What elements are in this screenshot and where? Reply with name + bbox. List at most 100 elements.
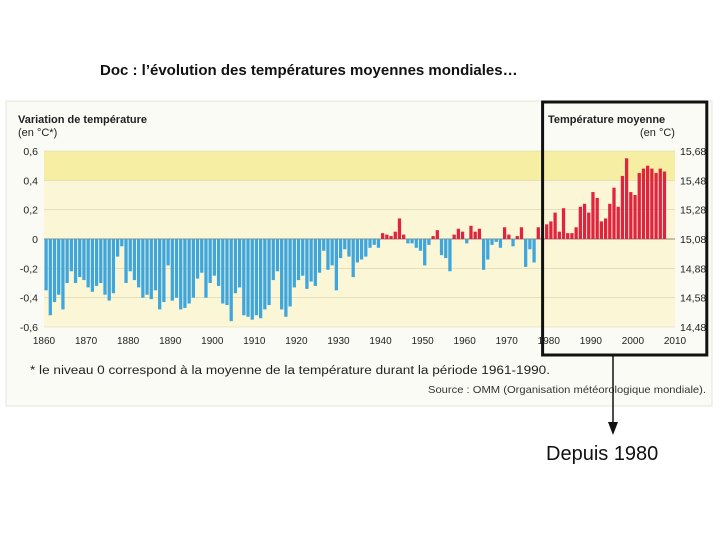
bar-1872 (94, 239, 99, 286)
bar-1972 (515, 236, 519, 239)
bar-1924 (313, 239, 317, 286)
bar-1943 (393, 231, 397, 239)
x-tick-label: 1960 (454, 336, 477, 347)
bar-1974 (524, 239, 528, 267)
bar-1870 (86, 239, 90, 288)
bar-1911 (259, 239, 263, 319)
bar-1904 (229, 239, 233, 322)
left-tick-label: 0,6 (23, 146, 38, 158)
bar-1927 (326, 239, 330, 270)
bar-1925 (317, 239, 322, 273)
bar-1922 (305, 239, 309, 289)
bar-1910 (254, 239, 259, 316)
bar-1944 (397, 218, 402, 239)
bar-1958 (456, 228, 460, 239)
bar-1957 (452, 234, 456, 239)
bar-2005 (654, 173, 658, 239)
bar-1948 (414, 239, 418, 248)
band-1 (44, 180, 675, 210)
bar-1865 (65, 239, 69, 283)
bar-1887 (158, 239, 162, 310)
bar-1867 (73, 239, 78, 283)
bar-1915 (275, 239, 280, 272)
bar-1976 (532, 239, 536, 263)
bar-1902 (221, 239, 225, 304)
left-tick-label: 0,2 (23, 205, 38, 217)
bar-1866 (69, 239, 73, 272)
bar-1946 (406, 239, 410, 244)
bar-1885 (149, 239, 153, 300)
bar-1998 (624, 158, 629, 239)
bar-1918 (288, 239, 292, 307)
bar-1989 (587, 212, 591, 239)
x-tick-label: 1930 (327, 336, 350, 347)
bar-1886 (153, 239, 158, 291)
bar-1984 (566, 233, 570, 239)
bar-1949 (418, 239, 423, 251)
right-tick-label: 14,88 (680, 263, 706, 275)
bar-1983 (561, 208, 566, 239)
bar-1921 (301, 239, 305, 276)
bar-1899 (208, 239, 212, 283)
bar-1890 (170, 239, 174, 301)
x-tick-label: 1950 (411, 336, 434, 347)
left-axis-ticks: 0,6 0,4 0,2 0 -0,2 -0,4 -0,6 (20, 146, 38, 334)
chart-source: Source : OMM (Organisation météorologiqu… (428, 384, 706, 396)
bar-1916 (280, 239, 284, 310)
right-tick-label: 14,48 (680, 322, 706, 334)
bar-1980 (549, 221, 553, 239)
bar-1981 (553, 212, 557, 239)
x-axis-ticks: 1860 1870 1880 1890 1900 1910 1920 1930 1940 1950… (33, 336, 687, 347)
x-tick-label: 2010 (664, 336, 687, 347)
left-axis-unit: (en °C*) (18, 127, 57, 139)
bar-1913 (267, 239, 271, 305)
bar-2001 (637, 173, 641, 239)
bar-1991 (595, 197, 599, 239)
bar-1923 (309, 239, 313, 282)
left-tick-label: -0,2 (20, 263, 38, 275)
bar-1971 (511, 239, 515, 247)
bar-1900 (212, 239, 217, 276)
bar-1864 (61, 239, 65, 310)
bar-1901 (216, 239, 221, 286)
bar-1893 (183, 239, 187, 308)
bar-1928 (330, 239, 334, 266)
right-tick-label: 14,58 (680, 293, 706, 305)
bar-1951 (427, 239, 431, 245)
bar-1874 (103, 239, 107, 295)
bar-2002 (641, 168, 646, 239)
x-tick-label: 1880 (117, 336, 140, 347)
bar-1997 (620, 175, 625, 239)
x-tick-label: 1860 (33, 336, 56, 347)
bar-1939 (376, 239, 381, 248)
bar-1884 (145, 239, 149, 295)
right-axis-unit: (en °C) (640, 127, 675, 139)
bar-1876 (111, 239, 116, 294)
bar-1888 (162, 239, 166, 303)
bar-1906 (237, 239, 242, 288)
bar-1965 (486, 239, 490, 260)
callout-label: Depuis 1980 (546, 443, 659, 465)
bar-1945 (402, 234, 406, 239)
left-tick-label: 0,4 (23, 175, 38, 187)
bar-1879 (124, 239, 128, 283)
bar-1990 (591, 192, 595, 239)
bar-1909 (250, 239, 254, 320)
bar-1959 (460, 231, 465, 239)
bar-1926 (322, 239, 326, 251)
bar-1956 (448, 239, 452, 272)
x-tick-label: 1970 (496, 336, 519, 347)
left-tick-label: 0 (32, 234, 38, 246)
bar-1869 (82, 239, 86, 281)
bar-1878 (120, 239, 124, 247)
right-axis-title: Température moyenne (548, 114, 665, 126)
right-tick-label: 15,68 (680, 146, 706, 158)
bar-1994 (608, 203, 612, 239)
bar-1934 (355, 239, 360, 263)
bar-1898 (204, 239, 208, 298)
bar-1954 (439, 239, 444, 256)
bar-1875 (107, 239, 111, 301)
left-tick-label: -0,6 (20, 322, 38, 334)
x-tick-label: 1900 (201, 336, 224, 347)
